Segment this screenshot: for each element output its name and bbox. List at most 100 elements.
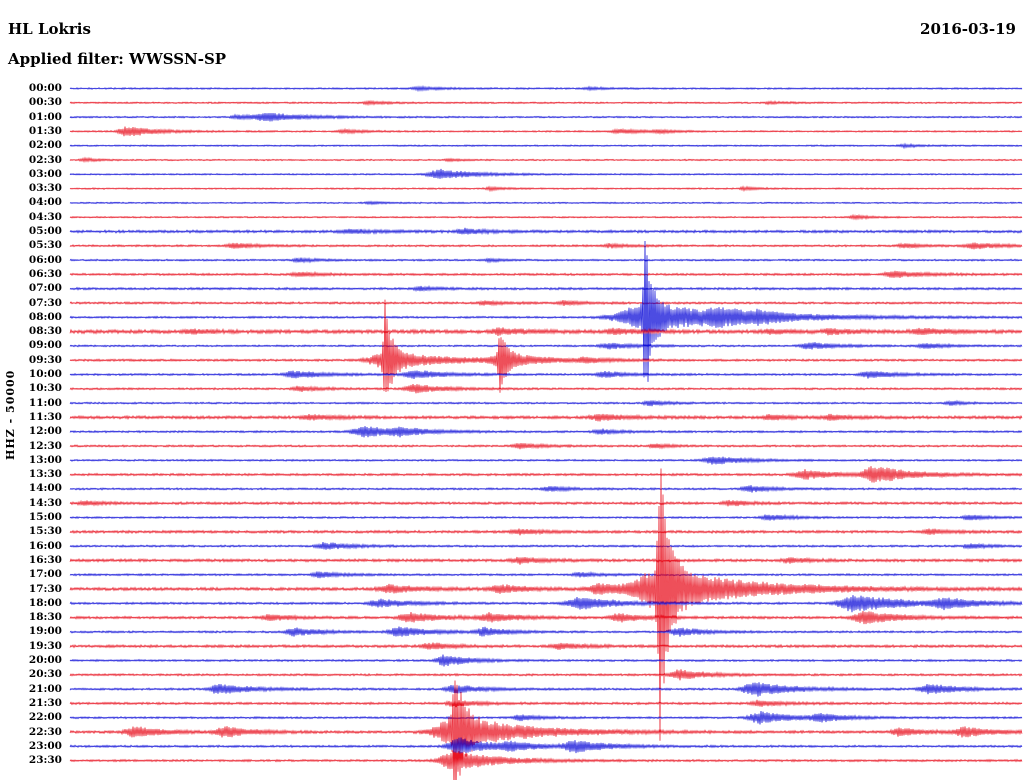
time-label-18:00: 18:00 [28, 596, 62, 609]
time-label-23:30: 23:30 [28, 754, 62, 767]
trace-row-03:00 [69, 168, 1023, 179]
trace-row-09:30 [69, 299, 1023, 393]
trace-row-23:30 [69, 750, 1023, 771]
time-label-19:30: 19:30 [28, 639, 62, 652]
trace-row-06:00 [69, 257, 1023, 264]
trace-row-04:30 [69, 213, 1023, 221]
trace-row-03:30 [69, 185, 1023, 193]
trace-row-08:30 [69, 327, 1023, 336]
time-label-20:30: 20:30 [28, 668, 62, 681]
trace-row-20:00 [69, 654, 1023, 667]
time-label-13:00: 13:00 [28, 453, 62, 466]
trace-row-16:30 [69, 556, 1023, 565]
time-label-16:00: 16:00 [28, 539, 62, 552]
trace-row-18:00 [69, 595, 1023, 613]
trace-row-23:00 [69, 737, 1023, 754]
time-label-03:00: 03:00 [28, 167, 62, 180]
time-label-14:00: 14:00 [28, 482, 62, 495]
time-label-05:30: 05:30 [28, 239, 62, 252]
trace-row-15:00 [69, 513, 1023, 521]
time-label-12:30: 12:30 [28, 439, 62, 452]
time-label-01:00: 01:00 [28, 110, 62, 123]
trace-row-12:00 [69, 426, 1023, 438]
time-label-17:30: 17:30 [28, 582, 62, 595]
time-label-22:00: 22:00 [28, 711, 62, 724]
trace-row-17:30 [69, 468, 1023, 741]
time-label-02:30: 02:30 [28, 153, 62, 166]
trace-row-15:30 [69, 528, 1023, 536]
trace-row-05:30 [69, 242, 1023, 250]
trace-row-22:00 [69, 710, 1023, 725]
time-label-18:30: 18:30 [28, 611, 62, 624]
trace-row-08:00 [69, 240, 1023, 382]
trace-row-00:30 [69, 99, 1023, 107]
time-label-21:30: 21:30 [28, 696, 62, 709]
trace-row-02:00 [69, 142, 1023, 150]
time-label-22:30: 22:30 [28, 725, 62, 738]
trace-row-11:30 [69, 413, 1023, 422]
time-label-15:30: 15:30 [28, 525, 62, 538]
time-label-19:00: 19:00 [28, 625, 62, 638]
trace-row-12:30 [69, 442, 1023, 450]
time-label-16:30: 16:30 [28, 553, 62, 566]
time-label-01:30: 01:30 [28, 124, 62, 137]
time-label-00:00: 00:00 [28, 82, 62, 94]
time-label-00:30: 00:30 [28, 96, 62, 109]
trace-row-11:00 [69, 399, 1023, 407]
time-label-11:00: 11:00 [28, 396, 62, 409]
trace-row-07:30 [69, 299, 1023, 307]
time-label-08:30: 08:30 [28, 325, 62, 338]
time-label-12:00: 12:00 [28, 425, 62, 438]
trace-row-14:00 [69, 485, 1023, 493]
trace-row-01:00 [69, 112, 1023, 122]
time-label-02:00: 02:00 [28, 139, 62, 152]
trace-row-05:00 [69, 227, 1023, 236]
time-label-03:30: 03:30 [28, 182, 62, 195]
date-label: 2016-03-19 [920, 20, 1016, 38]
time-label-07:30: 07:30 [28, 296, 62, 309]
time-label-09:30: 09:30 [28, 353, 62, 366]
station-title: HL Lokris [8, 20, 91, 38]
trace-row-14:30 [69, 499, 1023, 507]
time-label-17:00: 17:00 [28, 568, 62, 581]
time-label-20:00: 20:00 [28, 654, 62, 666]
time-label-06:00: 06:00 [28, 253, 62, 266]
time-label-column: 00:00 00:30 01:00 01:30 02:00 02:30 03:00 03:30… [0, 0, 62, 780]
trace-row-13:00 [69, 456, 1023, 465]
trace-row-10:00 [69, 370, 1023, 379]
trace-row-10:30 [69, 384, 1023, 394]
time-label-14:30: 14:30 [28, 496, 62, 509]
time-label-08:00: 08:00 [28, 310, 62, 323]
trace-row-19:00 [69, 626, 1023, 637]
trace-row-17:00 [69, 571, 1023, 579]
trace-row-21:30 [69, 699, 1023, 708]
time-label-23:00: 23:00 [28, 739, 62, 752]
time-label-06:30: 06:30 [28, 267, 62, 280]
time-label-04:00: 04:00 [28, 196, 62, 209]
time-label-13:30: 13:30 [28, 468, 62, 481]
time-label-07:00: 07:00 [28, 282, 62, 295]
time-label-11:30: 11:30 [28, 410, 62, 423]
time-label-05:00: 05:00 [28, 225, 62, 237]
trace-row-21:00 [69, 682, 1023, 697]
trace-row-06:30 [69, 270, 1023, 279]
time-label-10:00: 10:00 [28, 368, 62, 380]
time-label-21:00: 21:00 [28, 682, 62, 695]
trace-row-18:30 [69, 610, 1023, 625]
trace-row-02:30 [69, 156, 1023, 163]
trace-row-13:30 [69, 466, 1023, 483]
time-label-09:00: 09:00 [28, 339, 62, 352]
trace-row-04:00 [69, 200, 1023, 206]
trace-row-07:00 [69, 285, 1023, 292]
trace-row-22:30 [69, 680, 1023, 780]
trace-row-00:00 [69, 85, 1023, 93]
trace-row-01:30 [69, 126, 1023, 137]
trace-row-19:30 [69, 642, 1023, 650]
time-label-10:30: 10:30 [28, 382, 62, 395]
time-label-04:30: 04:30 [28, 210, 62, 223]
time-label-15:00: 15:00 [28, 511, 62, 523]
trace-row-20:30 [69, 669, 1023, 681]
filter-label: Applied filter: WWSSN-SP [8, 50, 227, 68]
